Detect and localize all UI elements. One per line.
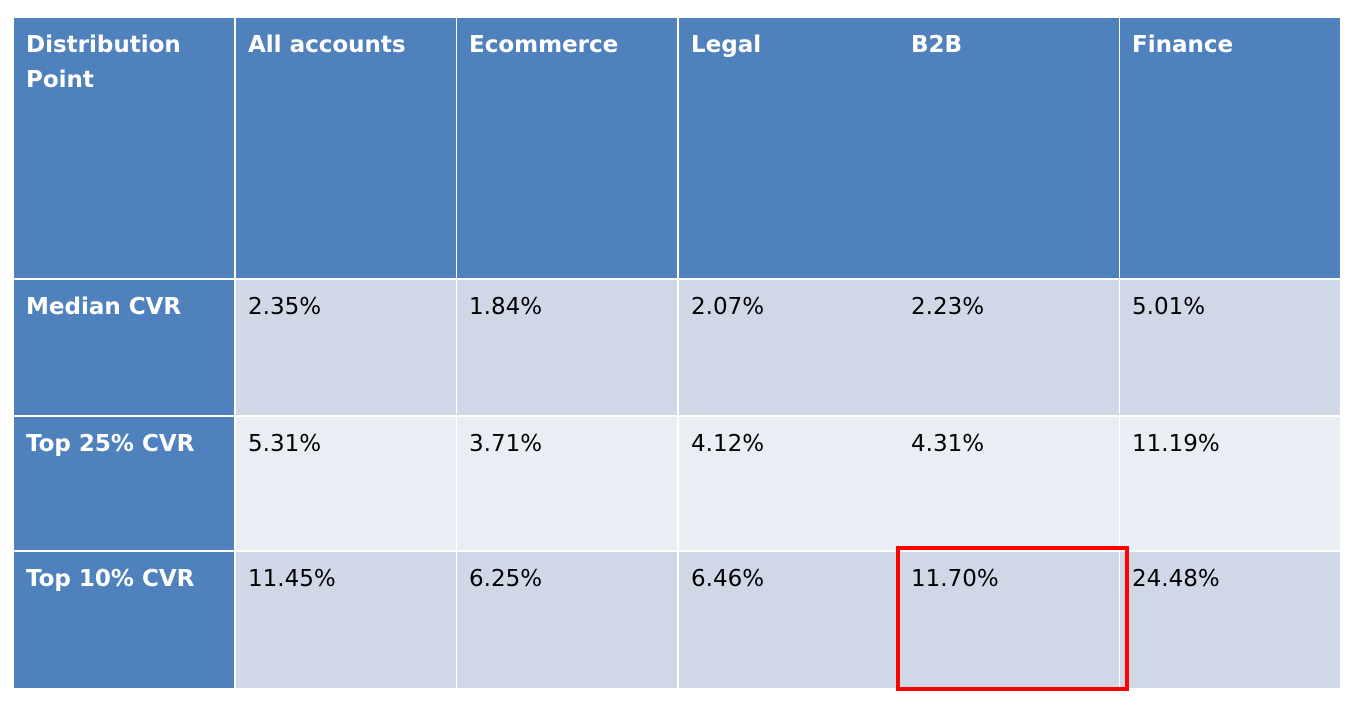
table-cell: 2.07% [679, 280, 899, 415]
header-cell: Legal [679, 18, 899, 278]
table-cell: 24.48% [1120, 552, 1340, 688]
row-label: Top 25% CVR [14, 417, 234, 550]
header-cell: B2B [899, 18, 1119, 278]
header-cell: Finance [1120, 18, 1340, 278]
header-cell: All accounts [236, 18, 456, 278]
table-cell: 4.12% [679, 417, 899, 550]
table-cell: 5.31% [236, 417, 456, 550]
table-cell: 11.45% [236, 552, 456, 688]
header-cell: Distribution Point [14, 18, 234, 278]
table-cell: 5.01% [1120, 280, 1340, 415]
table-cell: 6.46% [679, 552, 899, 688]
table-cell: 4.31% [899, 417, 1119, 550]
table-cell: 11.19% [1120, 417, 1340, 550]
table-cell: 3.71% [457, 417, 677, 550]
table-cell: 2.23% [899, 280, 1119, 415]
row-label: Median CVR [14, 280, 234, 415]
highlight-box [896, 546, 1129, 691]
table-cell: 1.84% [457, 280, 677, 415]
header-cell: Ecommerce [457, 18, 677, 278]
row-label: Top 10% CVR [14, 552, 234, 688]
table-cell: 2.35% [236, 280, 456, 415]
table-cell: 11.70% [899, 552, 1119, 688]
table-cell: 6.25% [457, 552, 677, 688]
